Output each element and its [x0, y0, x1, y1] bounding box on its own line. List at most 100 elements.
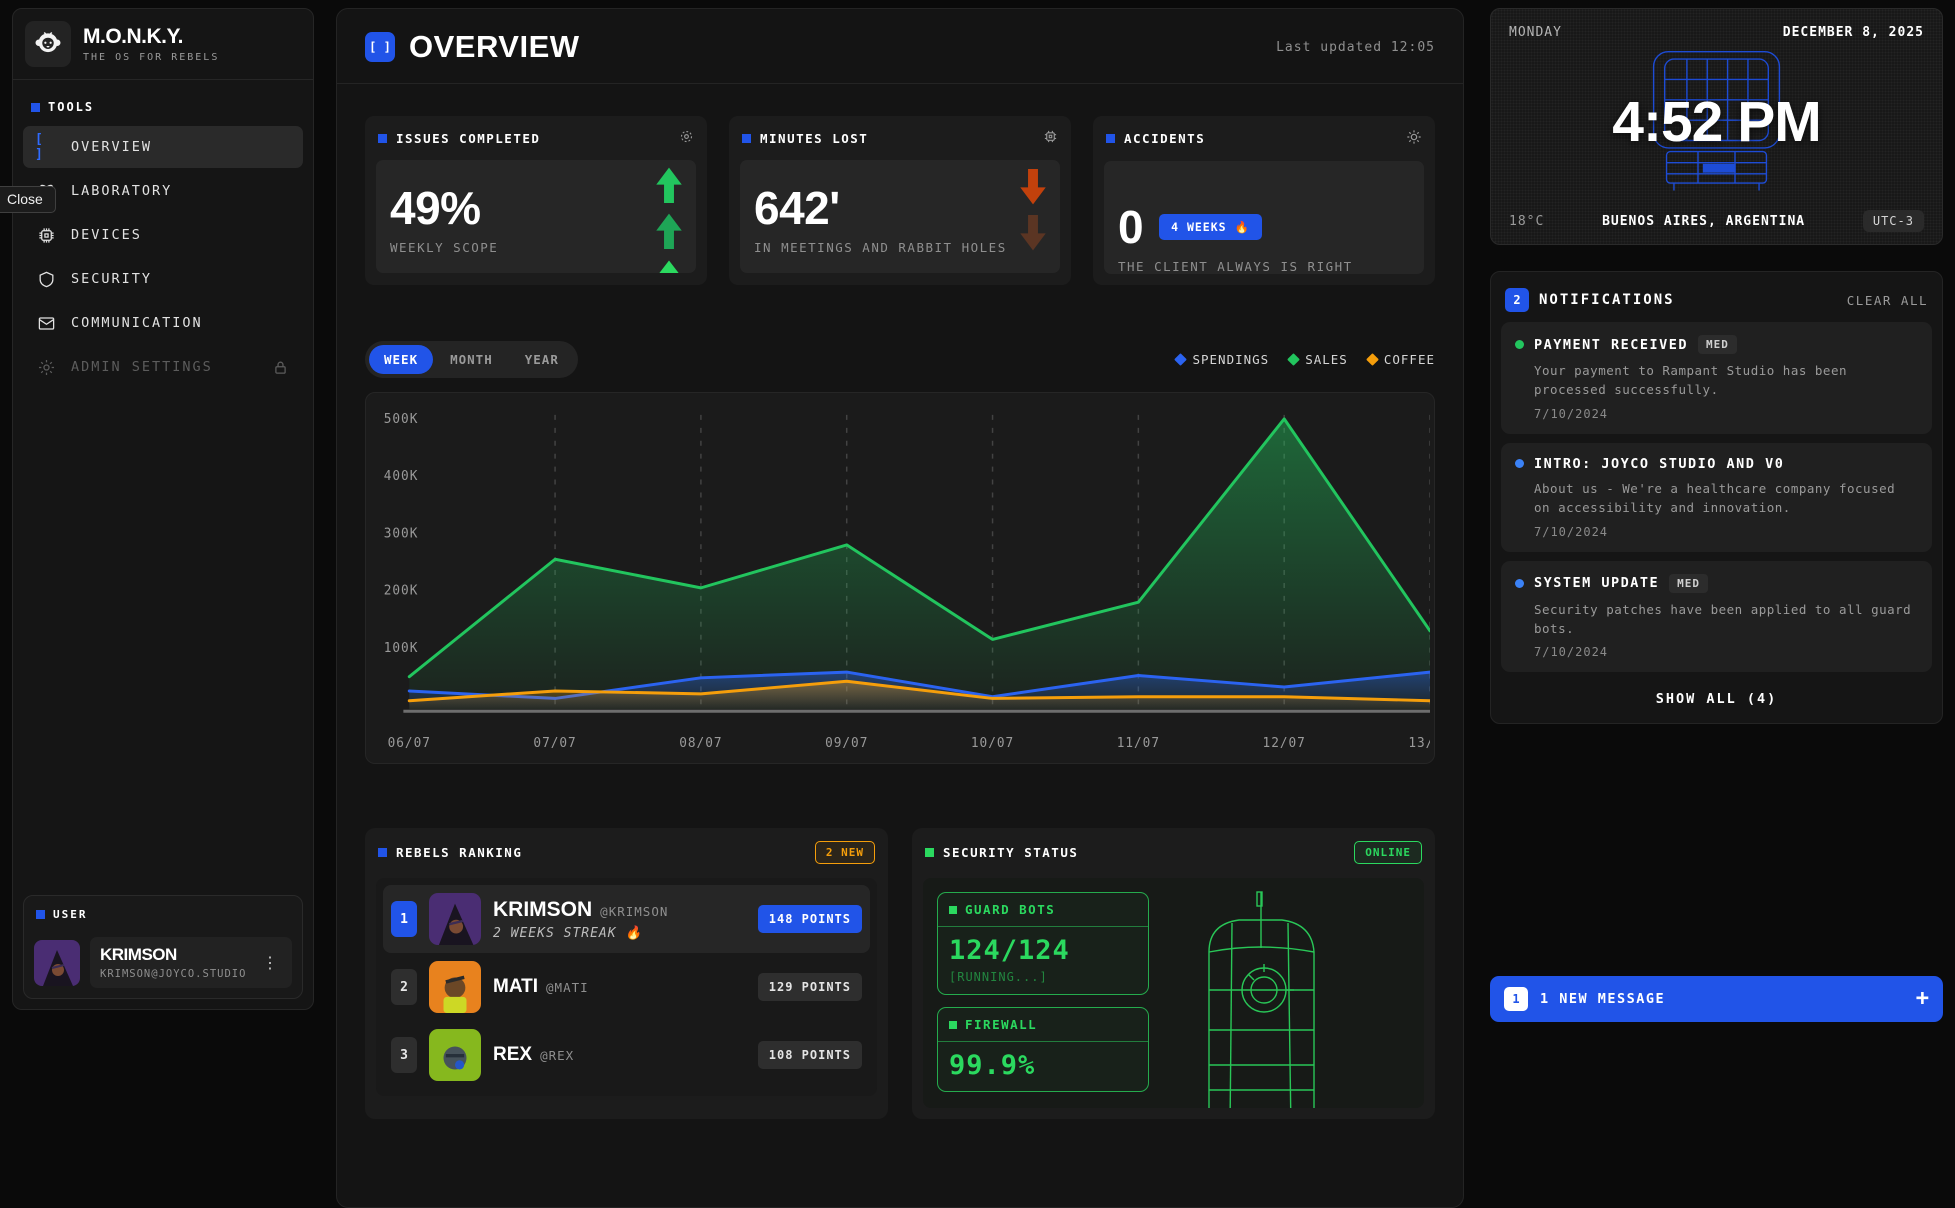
avatar [429, 1029, 481, 1081]
avatar [429, 893, 481, 945]
mail-icon [35, 312, 57, 334]
rank-badge: 1 [391, 901, 417, 937]
green-square-icon [949, 906, 957, 914]
status-dot [1515, 340, 1524, 349]
blue-square-icon [1106, 134, 1115, 143]
svg-text:400K: 400K [384, 469, 419, 484]
svg-text:13/07: 13/07 [1408, 736, 1430, 751]
ranking-row-2[interactable]: 2 MATI@MATI 129 POINTS [383, 953, 870, 1021]
user-info: KRIMSON KRIMSON@JOYCO.STUDIO ⋮ [90, 937, 292, 988]
chip-icon[interactable] [1043, 129, 1058, 147]
new-badge: 2 NEW [815, 841, 875, 864]
page-title: OVERVIEW [409, 29, 580, 65]
clock-date: DECEMBER 8, 2025 [1783, 25, 1924, 40]
rebels-ranking-card: REBELS RANKING 2 NEW 1 KRIMSON@KRIMSON 2… [365, 828, 888, 1119]
sidebar-item-security[interactable]: SECURITY [23, 258, 303, 300]
blue-square-icon [36, 910, 45, 919]
tab-year[interactable]: YEAR [510, 345, 574, 374]
last-updated: Last updated 12:05 [1276, 40, 1435, 55]
guard-bots-value: 124/124 [949, 935, 1137, 966]
gear-icon [35, 356, 57, 378]
tab-month[interactable]: MONTH [435, 345, 508, 374]
kebab-menu-icon[interactable]: ⋮ [258, 953, 282, 972]
diamond-icon [1366, 353, 1379, 366]
legend-sales[interactable]: SALES [1289, 352, 1348, 367]
guard-bot-wireframe [1164, 890, 1354, 1108]
legend-coffee[interactable]: COFFEE [1368, 352, 1435, 367]
sidebar-item-laboratory[interactable]: LABORATORY [23, 170, 303, 212]
diamond-icon [1175, 353, 1188, 366]
priority-badge: MED [1669, 574, 1708, 593]
status-dot [1515, 579, 1524, 588]
clock-day: MONDAY [1509, 25, 1562, 40]
legend-spendings[interactable]: SPENDINGS [1176, 352, 1269, 367]
sidebar-item-admin-settings[interactable]: ADMIN SETTINGS [23, 346, 303, 388]
svg-text:300K: 300K [384, 526, 419, 541]
rank-handle: @KRIMSON [600, 904, 668, 919]
clock-time: 4:52 PM [1612, 89, 1820, 155]
security-status-card: SECURITY STATUS ONLINE GUARD BOTS 124/12… [912, 828, 1435, 1119]
clear-all-button[interactable]: CLEAR ALL [1847, 293, 1928, 308]
shield-icon [35, 268, 57, 290]
points-badge: 129 POINTS [758, 973, 862, 1001]
lock-icon [269, 356, 291, 378]
rank-name: REX [493, 1044, 532, 1065]
online-badge: ONLINE [1354, 841, 1422, 864]
temperature: 18°C [1509, 214, 1544, 229]
notification-count-badge: 2 [1505, 288, 1529, 312]
brackets-icon: [ ] [35, 136, 57, 158]
stat-caption: THE CLIENT ALWAYS IS RIGHT [1118, 259, 1410, 274]
notification-item-2[interactable]: INTRO: JOYCO STUDIO AND V0 About us - We… [1501, 443, 1932, 552]
user-email: KRIMSON@JOYCO.STUDIO [100, 968, 246, 980]
range-tabs: WEEK MONTH YEAR [365, 341, 578, 378]
new-message-bar[interactable]: 1 1 NEW MESSAGE + [1490, 976, 1943, 1022]
green-square-icon [949, 1021, 957, 1029]
stat-value: 642' [754, 184, 1046, 232]
app-logo: M.O.N.K.Y. THE OS FOR REBELS [13, 9, 313, 80]
stat-card-issues: ISSUES COMPLETED 49% WEEKLY SCOPE [365, 116, 707, 285]
overview-header-icon: [ ] [365, 32, 395, 62]
svg-text:06/07: 06/07 [388, 736, 431, 751]
security-panel: GUARD BOTS 124/124 [RUNNING...] FIREWALL… [923, 878, 1424, 1108]
close-tooltip: Close [0, 186, 56, 213]
sidebar: M.O.N.K.Y. THE OS FOR REBELS TOOLS [ ] O… [12, 8, 314, 1010]
sidebar-item-devices[interactable]: DEVICES [23, 214, 303, 256]
chip-icon [35, 224, 57, 246]
stat-value: 49% [390, 184, 682, 232]
stat-caption: IN MEETINGS AND RABBIT HOLES [754, 240, 1046, 255]
rank-name: KRIMSON [493, 898, 592, 921]
sidebar-item-communication[interactable]: COMMUNICATION [23, 302, 303, 344]
svg-text:08/07: 08/07 [679, 736, 722, 751]
blue-square-icon [742, 134, 751, 143]
green-square-icon [925, 848, 934, 857]
notification-item-3[interactable]: SYSTEM UPDATE MED Security patches have … [1501, 561, 1932, 673]
tab-week[interactable]: WEEK [369, 345, 433, 374]
notification-item-1[interactable]: PAYMENT RECEIVED MED Your payment to Ram… [1501, 322, 1932, 434]
message-text: 1 NEW MESSAGE [1540, 991, 1665, 1007]
header-divider [337, 83, 1463, 84]
utc-offset-badge: UTC-3 [1863, 210, 1924, 232]
cog-icon[interactable] [1406, 129, 1422, 148]
gear-icon[interactable] [679, 129, 694, 147]
diamond-icon [1287, 353, 1300, 366]
sidebar-item-overview[interactable]: [ ] OVERVIEW [23, 126, 303, 168]
svg-text:10/07: 10/07 [971, 736, 1014, 751]
blue-square-icon [378, 134, 387, 143]
avatar [429, 961, 481, 1013]
rank-badge: 2 [391, 969, 417, 1005]
ranking-row-3[interactable]: 3 REX@REX 108 POINTS [383, 1021, 870, 1089]
plus-icon[interactable]: + [1916, 988, 1929, 1010]
rank-badge: 3 [391, 1037, 417, 1073]
user-avatar [34, 940, 80, 986]
svg-text:100K: 100K [384, 641, 419, 656]
location: BUENOS AIRES, ARGENTINA [1602, 214, 1805, 229]
trend-up-icons [652, 166, 686, 273]
stat-caption: WEEKLY SCOPE [390, 240, 682, 255]
monkey-logo-icon [25, 21, 71, 67]
streak-label: 2 WEEKS STREAK 🔥 [493, 926, 668, 941]
svg-text:07/07: 07/07 [533, 736, 576, 751]
ranking-row-1[interactable]: 1 KRIMSON@KRIMSON 2 WEEKS STREAK 🔥 148 P… [383, 885, 870, 953]
notifications-panel: 2 NOTIFICATIONS CLEAR ALL PAYMENT RECEIV… [1490, 271, 1943, 724]
show-all-button[interactable]: SHOW ALL (4) [1501, 681, 1932, 713]
